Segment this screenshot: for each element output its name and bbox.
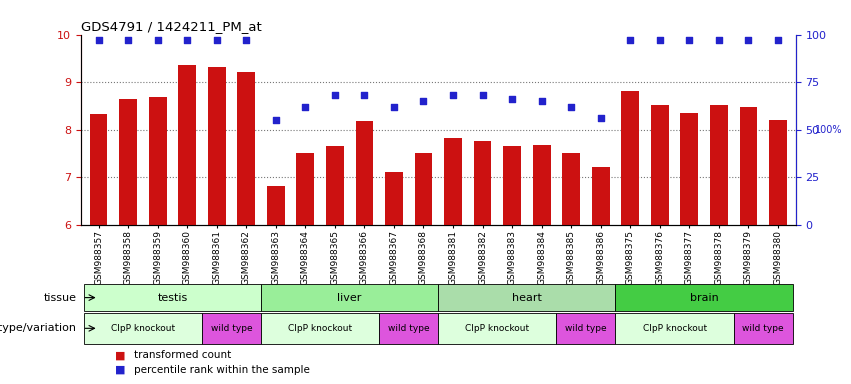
Bar <box>563 153 580 225</box>
Point <box>712 37 726 43</box>
Point <box>653 37 666 43</box>
Text: ClpP knockout: ClpP knockout <box>111 324 175 333</box>
Point <box>151 37 164 43</box>
Point <box>594 115 608 121</box>
Bar <box>438 284 615 311</box>
Y-axis label: 100%: 100% <box>815 124 843 135</box>
Point <box>180 37 194 43</box>
Bar <box>533 145 551 225</box>
Text: ClpP knockout: ClpP knockout <box>288 324 352 333</box>
Bar <box>503 146 521 225</box>
Point <box>387 104 401 110</box>
Bar <box>734 313 793 344</box>
Bar <box>474 141 491 225</box>
Bar <box>83 313 202 344</box>
Text: wild type: wild type <box>565 324 607 333</box>
Text: liver: liver <box>338 293 362 303</box>
Bar <box>119 99 137 225</box>
Bar <box>261 313 380 344</box>
Bar <box>557 313 615 344</box>
Bar <box>83 284 261 311</box>
Text: testis: testis <box>157 293 187 303</box>
Text: heart: heart <box>512 293 542 303</box>
Bar <box>591 167 609 225</box>
Bar <box>444 138 462 225</box>
Bar <box>615 284 793 311</box>
Point <box>476 92 489 98</box>
Bar <box>681 113 698 225</box>
Point <box>683 37 696 43</box>
Bar <box>202 313 261 344</box>
Point <box>299 104 312 110</box>
Point <box>92 37 106 43</box>
Bar <box>615 313 734 344</box>
Point <box>771 37 785 43</box>
Bar <box>149 97 167 225</box>
Point <box>328 92 342 98</box>
Bar <box>356 121 374 225</box>
Bar <box>769 120 787 225</box>
Text: wild type: wild type <box>388 324 430 333</box>
Text: ClpP knockout: ClpP knockout <box>643 324 706 333</box>
Point <box>357 92 371 98</box>
Bar <box>261 284 438 311</box>
Text: transformed count: transformed count <box>134 350 231 360</box>
Bar <box>621 91 639 225</box>
Point <box>269 117 283 123</box>
Point <box>210 37 224 43</box>
Text: ■: ■ <box>115 365 125 375</box>
Bar <box>380 313 438 344</box>
Text: ClpP knockout: ClpP knockout <box>465 324 529 333</box>
Bar <box>296 153 314 225</box>
Bar <box>326 146 344 225</box>
Bar <box>438 313 557 344</box>
Point <box>417 98 431 104</box>
Point <box>534 98 548 104</box>
Bar <box>386 172 403 225</box>
Bar <box>740 107 757 225</box>
Text: percentile rank within the sample: percentile rank within the sample <box>134 365 310 375</box>
Text: GDS4791 / 1424211_PM_at: GDS4791 / 1424211_PM_at <box>81 20 261 33</box>
Point <box>564 104 578 110</box>
Text: ■: ■ <box>115 350 125 360</box>
Bar <box>179 65 196 225</box>
Point <box>122 37 135 43</box>
Point <box>505 96 519 102</box>
Text: wild type: wild type <box>742 324 784 333</box>
Text: brain: brain <box>690 293 718 303</box>
Point <box>741 37 755 43</box>
Point <box>624 37 637 43</box>
Bar <box>267 186 285 225</box>
Point <box>446 92 460 98</box>
Text: genotype/variation: genotype/variation <box>0 323 77 333</box>
Bar <box>89 114 107 225</box>
Point <box>239 37 253 43</box>
Text: wild type: wild type <box>211 324 252 333</box>
Bar <box>414 153 432 225</box>
Bar <box>208 67 226 225</box>
Bar <box>651 105 669 225</box>
Bar <box>710 105 728 225</box>
Bar <box>237 72 255 225</box>
Text: tissue: tissue <box>43 293 77 303</box>
